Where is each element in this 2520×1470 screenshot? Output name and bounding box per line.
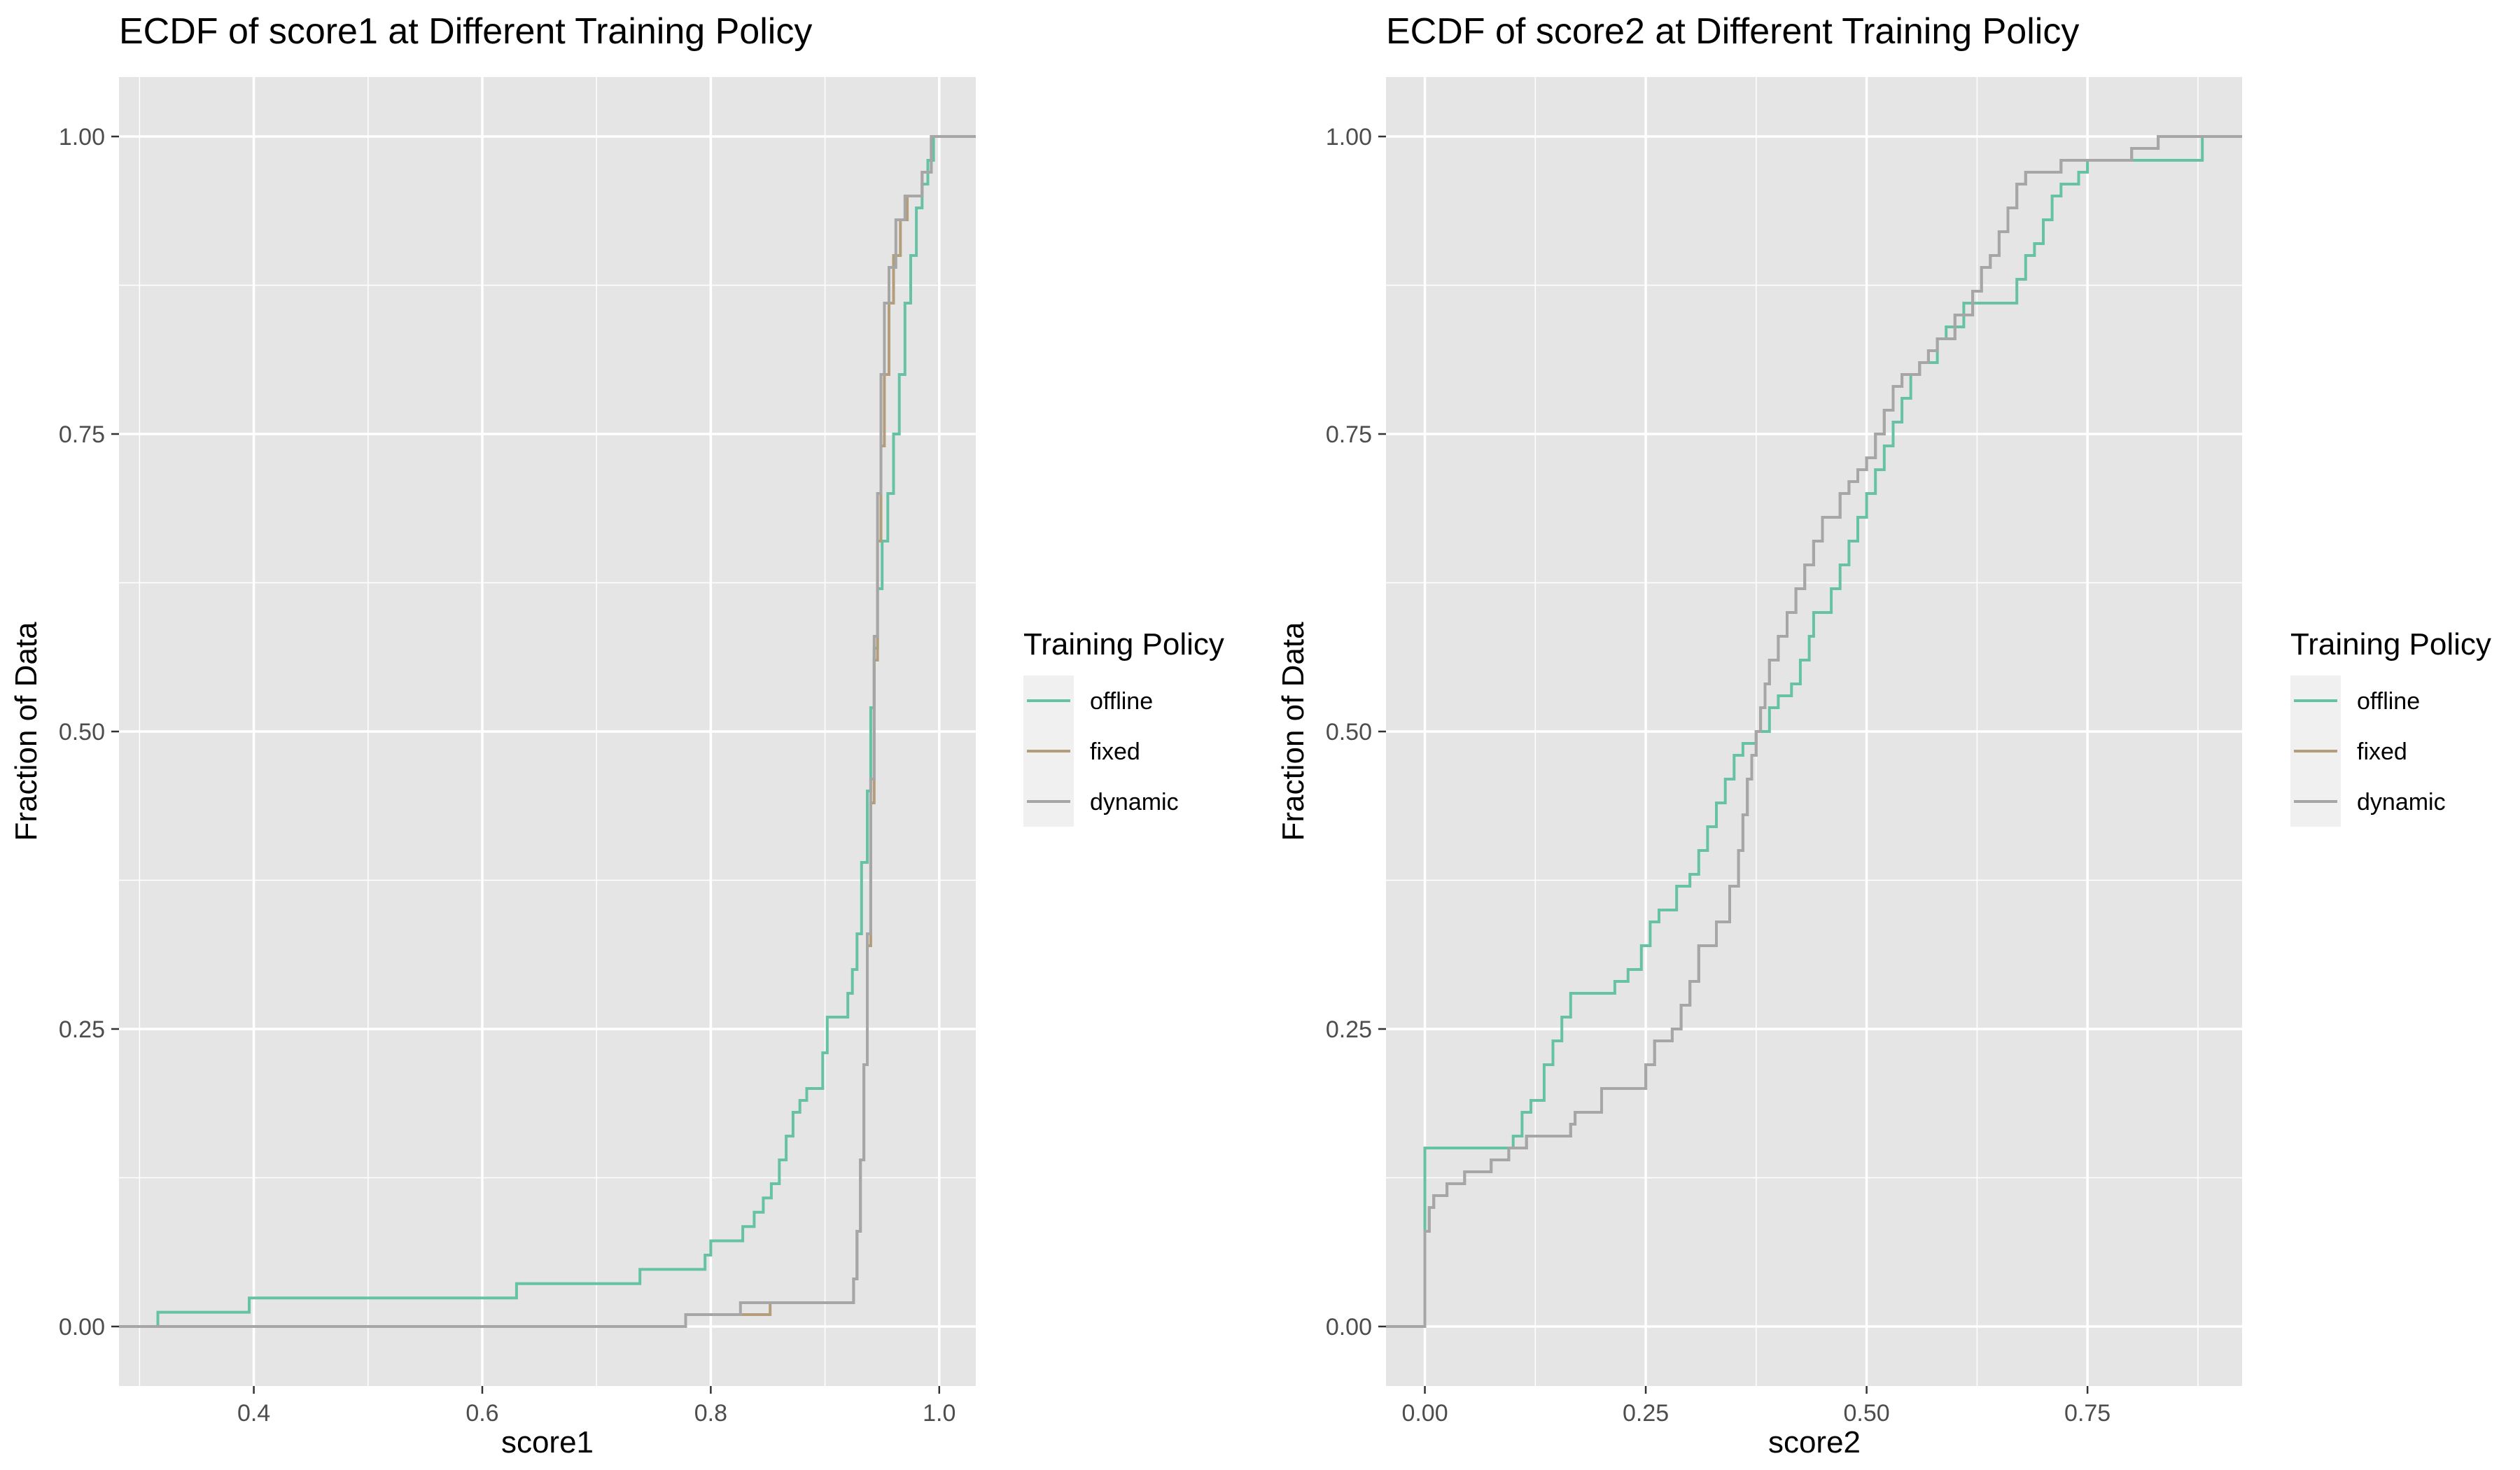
y-tick-label: 0.25 (59, 1016, 105, 1043)
x-axis-title: score1 (501, 1425, 594, 1460)
x-tick-label: 0.4 (237, 1400, 270, 1427)
series-line-dynamic (1386, 135, 2242, 1328)
legend-label-offline: offline (1090, 688, 1153, 715)
y-tick-label: 1.00 (1326, 124, 1372, 150)
legend-label-fixed: fixed (1090, 738, 1140, 765)
axis-ticks: 0.00 0.25 0.50 0.75 0.00 0.25 0.50 0.75 1.00 (1326, 124, 2110, 1427)
x-tick-label: 0.6 (465, 1400, 498, 1427)
y-tick-label: 0.00 (1326, 1314, 1372, 1340)
legend-panel-score1: Training Policy offline fixed dynamic (1023, 627, 1224, 827)
x-tick-label: 0.75 (2064, 1400, 2110, 1427)
x-tick-label: 0.8 (694, 1400, 727, 1427)
x-tick-label: 0.25 (1623, 1400, 1669, 1427)
x-tick-label: 0.00 (1401, 1400, 1448, 1427)
legend-label-dynamic: dynamic (1090, 789, 1179, 816)
panel-title: ECDF of score1 at Different Training Pol… (119, 11, 812, 52)
y-tick-label: 0.50 (1326, 719, 1372, 746)
legend-label-dynamic: dynamic (2357, 789, 2446, 816)
y-tick-label: 0.75 (59, 421, 105, 448)
ecdf-panel-score2: ECDF of score2 at Different Training Pol… (1276, 11, 2242, 1460)
axis-ticks: 0.4 0.6 0.8 1.0 0.00 0.25 0.50 0.75 1.00 (59, 124, 956, 1427)
legend-title: Training Policy (1023, 627, 1224, 662)
series-line-dynamic (119, 135, 976, 1328)
series-lines (1386, 135, 2242, 1328)
x-tick-label: 0.50 (1844, 1400, 1890, 1427)
x-axis-title: score2 (1768, 1425, 1861, 1460)
y-tick-label: 0.75 (1326, 421, 1372, 448)
grid-lines (119, 77, 976, 1386)
y-tick-label: 1.00 (59, 124, 105, 150)
y-axis-title: Fraction of Data (1276, 622, 1310, 841)
y-tick-label: 0.00 (59, 1314, 105, 1340)
legend-label-fixed: fixed (2357, 738, 2407, 765)
y-tick-label: 0.25 (1326, 1016, 1372, 1043)
panel-title: ECDF of score2 at Different Training Pol… (1386, 11, 2079, 52)
legend-panel-score2: Training Policy offline fixed dynamic (2290, 627, 2491, 827)
series-line-offline (119, 135, 976, 1328)
legend-label-offline: offline (2357, 688, 2420, 715)
ecdf-panel-score1: ECDF of score1 at Different Training Pol… (9, 11, 976, 1460)
y-axis-title: Fraction of Data (9, 622, 43, 841)
series-lines (119, 135, 976, 1328)
x-tick-label: 1.0 (923, 1400, 955, 1427)
series-line-offline (1386, 135, 2242, 1328)
y-tick-label: 0.50 (59, 719, 105, 746)
legend-title: Training Policy (2290, 627, 2491, 662)
